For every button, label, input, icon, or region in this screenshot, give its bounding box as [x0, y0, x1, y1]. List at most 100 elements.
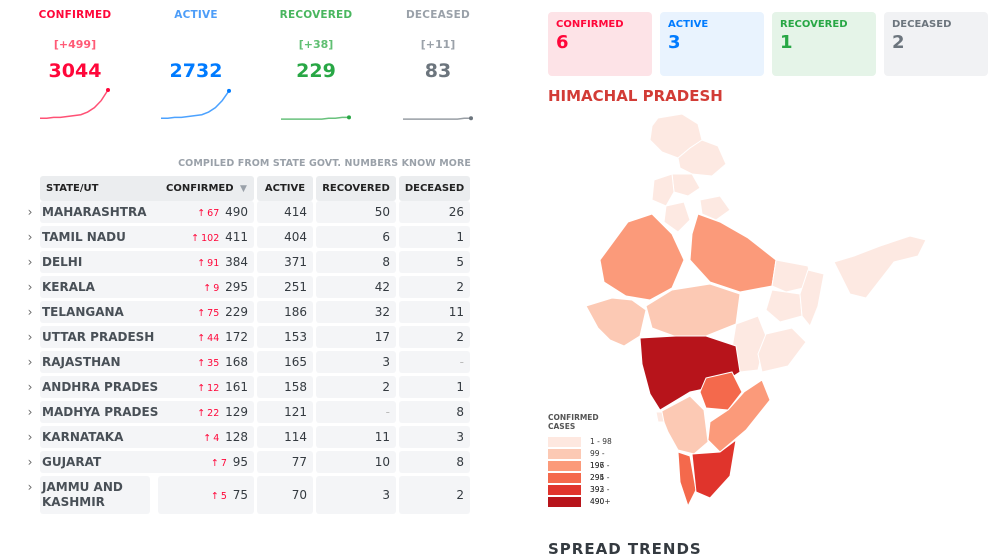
state-box-confirmed: CONFIRMED 6 — [548, 12, 652, 76]
deceased-sparkline — [402, 116, 473, 121]
cell-confirmed-value: 129 — [225, 405, 248, 419]
map-region-andhra-pradesh[interactable] — [707, 379, 771, 453]
india-map — [585, 113, 927, 508]
confirmed-sparkline — [39, 88, 110, 119]
expand-chevron-icon[interactable]: › — [27, 355, 33, 369]
cell-confirmed: ↑ 4 128 — [158, 426, 254, 448]
summary-panel: CONFIRMED [+499] 3044 ACTIVE 2732 RECOVE… — [0, 0, 480, 140]
cell-confirmed-value: 161 — [225, 380, 248, 394]
header-active[interactable]: ACTIVE — [257, 176, 313, 201]
cell-confirmed-value: 411 — [225, 230, 248, 244]
cell-confirmed-value: 295 — [225, 280, 248, 294]
map-region-haryana[interactable] — [663, 201, 691, 233]
map-region-ladakh[interactable] — [677, 139, 727, 177]
cell-confirmed: ↑ 22 129 — [158, 401, 254, 423]
cell-confirmed-delta: 44 — [207, 333, 220, 344]
header-recovered[interactable]: RECOVERED — [316, 176, 396, 201]
expand-chevron-icon[interactable]: › — [27, 480, 33, 494]
map-region-himachal[interactable] — [671, 173, 701, 197]
cell-recovered: 50 — [316, 201, 396, 223]
cell-state: RAJASTHAN — [40, 351, 181, 373]
map-region-uttarakhand[interactable] — [699, 195, 731, 221]
cell-recovered: 3 — [316, 351, 396, 373]
map-region-odisha[interactable] — [757, 327, 807, 373]
cell-confirmed: ↑ 44 172 — [158, 326, 254, 348]
cell-active: 77 — [257, 451, 313, 473]
map-region-goa[interactable] — [655, 411, 665, 423]
cell-confirmed-value: 75 — [232, 488, 248, 502]
expand-chevron-icon[interactable]: › — [27, 205, 33, 219]
cell-confirmed-delta: 9 — [213, 283, 220, 294]
map-region-bihar[interactable] — [771, 259, 813, 293]
expand-chevron-icon[interactable]: › — [27, 330, 33, 344]
cell-active: 186 — [257, 301, 313, 323]
expand-chevron-icon[interactable]: › — [27, 230, 33, 244]
cell-recovered: - — [316, 401, 396, 423]
sparkline-path — [402, 117, 471, 120]
legend-title: CONFIRMED CASES — [548, 413, 599, 431]
legend-item: 490+ — [548, 496, 618, 508]
stat-deceased: DECEASED [+11] 83 — [378, 0, 498, 122]
cell-recovered: 17 — [316, 326, 396, 348]
state-box-value: 6 — [556, 32, 569, 53]
region-title: HIMACHAL PRADESH — [548, 87, 723, 105]
expand-chevron-icon[interactable]: › — [27, 255, 33, 269]
cell-recovered: 2 — [316, 376, 396, 398]
cell-deceased: 11 — [399, 301, 470, 323]
expand-chevron-icon[interactable]: › — [27, 455, 33, 469]
cell-deceased: 8 — [399, 451, 470, 473]
cell-confirmed: ↑ 75 229 — [158, 301, 254, 323]
cell-confirmed-delta: 5 — [220, 491, 227, 502]
map-region-punjab[interactable] — [651, 173, 675, 207]
map-region-karnataka[interactable] — [659, 395, 709, 455]
cell-recovered: 3 — [316, 476, 396, 514]
header-confirmed[interactable]: CONFIRMED ▼ — [158, 176, 254, 201]
map-region-rajasthan[interactable] — [599, 213, 685, 301]
sparkline-path — [280, 116, 349, 120]
cell-state: KERALA — [40, 276, 181, 298]
cell-confirmed: ↑ 7 95 — [158, 451, 254, 473]
expand-chevron-icon[interactable]: › — [27, 380, 33, 394]
delta-up-arrow-icon: ↑ — [197, 333, 206, 344]
delta-up-arrow-icon: ↑ — [203, 283, 212, 294]
cell-confirmed-delta: 7 — [220, 458, 227, 469]
cell-active: 153 — [257, 326, 313, 348]
sparkline-dot — [346, 115, 351, 120]
cell-confirmed: ↑ 12 161 — [158, 376, 254, 398]
cell-deceased: 8 — [399, 401, 470, 423]
expand-chevron-icon[interactable]: › — [27, 305, 33, 319]
cell-deceased: 5 — [399, 251, 470, 273]
expand-chevron-icon[interactable]: › — [27, 430, 33, 444]
legend-swatch — [548, 485, 581, 495]
expand-chevron-icon[interactable]: › — [27, 280, 33, 294]
compiled-note[interactable]: COMPILED FROM STATE GOVT. NUMBERS KNOW M… — [178, 158, 471, 169]
legend-item: 295 - 392 — [548, 472, 618, 494]
state-box-value: 1 — [780, 32, 793, 53]
map-region-gujarat[interactable] — [585, 297, 647, 347]
delta-up-arrow-icon: ↑ — [197, 408, 206, 419]
cell-active: 114 — [257, 426, 313, 448]
expand-chevron-icon[interactable]: › — [27, 405, 33, 419]
sparkline-dot — [226, 88, 231, 93]
map-region-uttar-pradesh[interactable] — [689, 213, 777, 293]
delta-up-arrow-icon: ↑ — [210, 491, 219, 502]
map-region-tamil-nadu[interactable] — [691, 438, 737, 499]
cell-state: TELANGANA — [40, 301, 181, 323]
map-region-kerala[interactable] — [677, 451, 697, 508]
cell-state: DELHI — [40, 251, 181, 273]
legend-item: 1 - 98 — [548, 436, 618, 448]
header-deceased[interactable]: DECEASED — [399, 176, 470, 201]
header-state[interactable]: STATE/UT — [40, 176, 179, 201]
cell-active: 121 — [257, 401, 313, 423]
cell-recovered: 11 — [316, 426, 396, 448]
cell-confirmed: ↑ 35 168 — [158, 351, 254, 373]
legend-range: 393 - 490 — [590, 485, 610, 506]
map-region-west-bengal[interactable] — [799, 269, 825, 327]
sparkline-dot — [105, 88, 110, 92]
cell-state: MAHARASHTRA — [40, 201, 181, 223]
cell-state: KARNATAKA — [40, 426, 181, 448]
state-box-label: DECEASED — [892, 19, 952, 30]
cell-recovered: 32 — [316, 301, 396, 323]
map-region-northeast[interactable] — [833, 235, 927, 299]
map-region-jharkhand[interactable] — [765, 289, 803, 323]
